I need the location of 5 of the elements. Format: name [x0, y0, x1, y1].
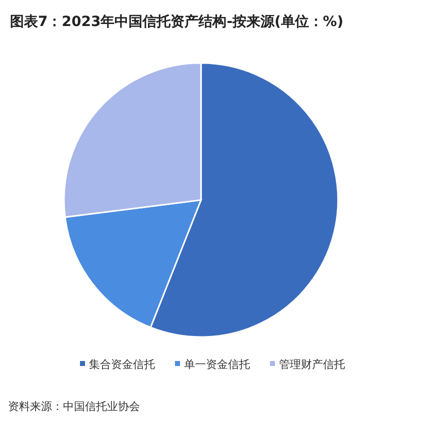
text: 资料来源：中国信托业协会	[8, 400, 140, 413]
chart-title: 图表7：2023年中国信托资产结构-按来源(单位：%)	[10, 13, 344, 30]
legend-label: 管理财产信托	[279, 358, 345, 372]
legend-label: 集合资金信托	[89, 358, 155, 372]
legend-label: 单一资金信托	[184, 358, 250, 372]
